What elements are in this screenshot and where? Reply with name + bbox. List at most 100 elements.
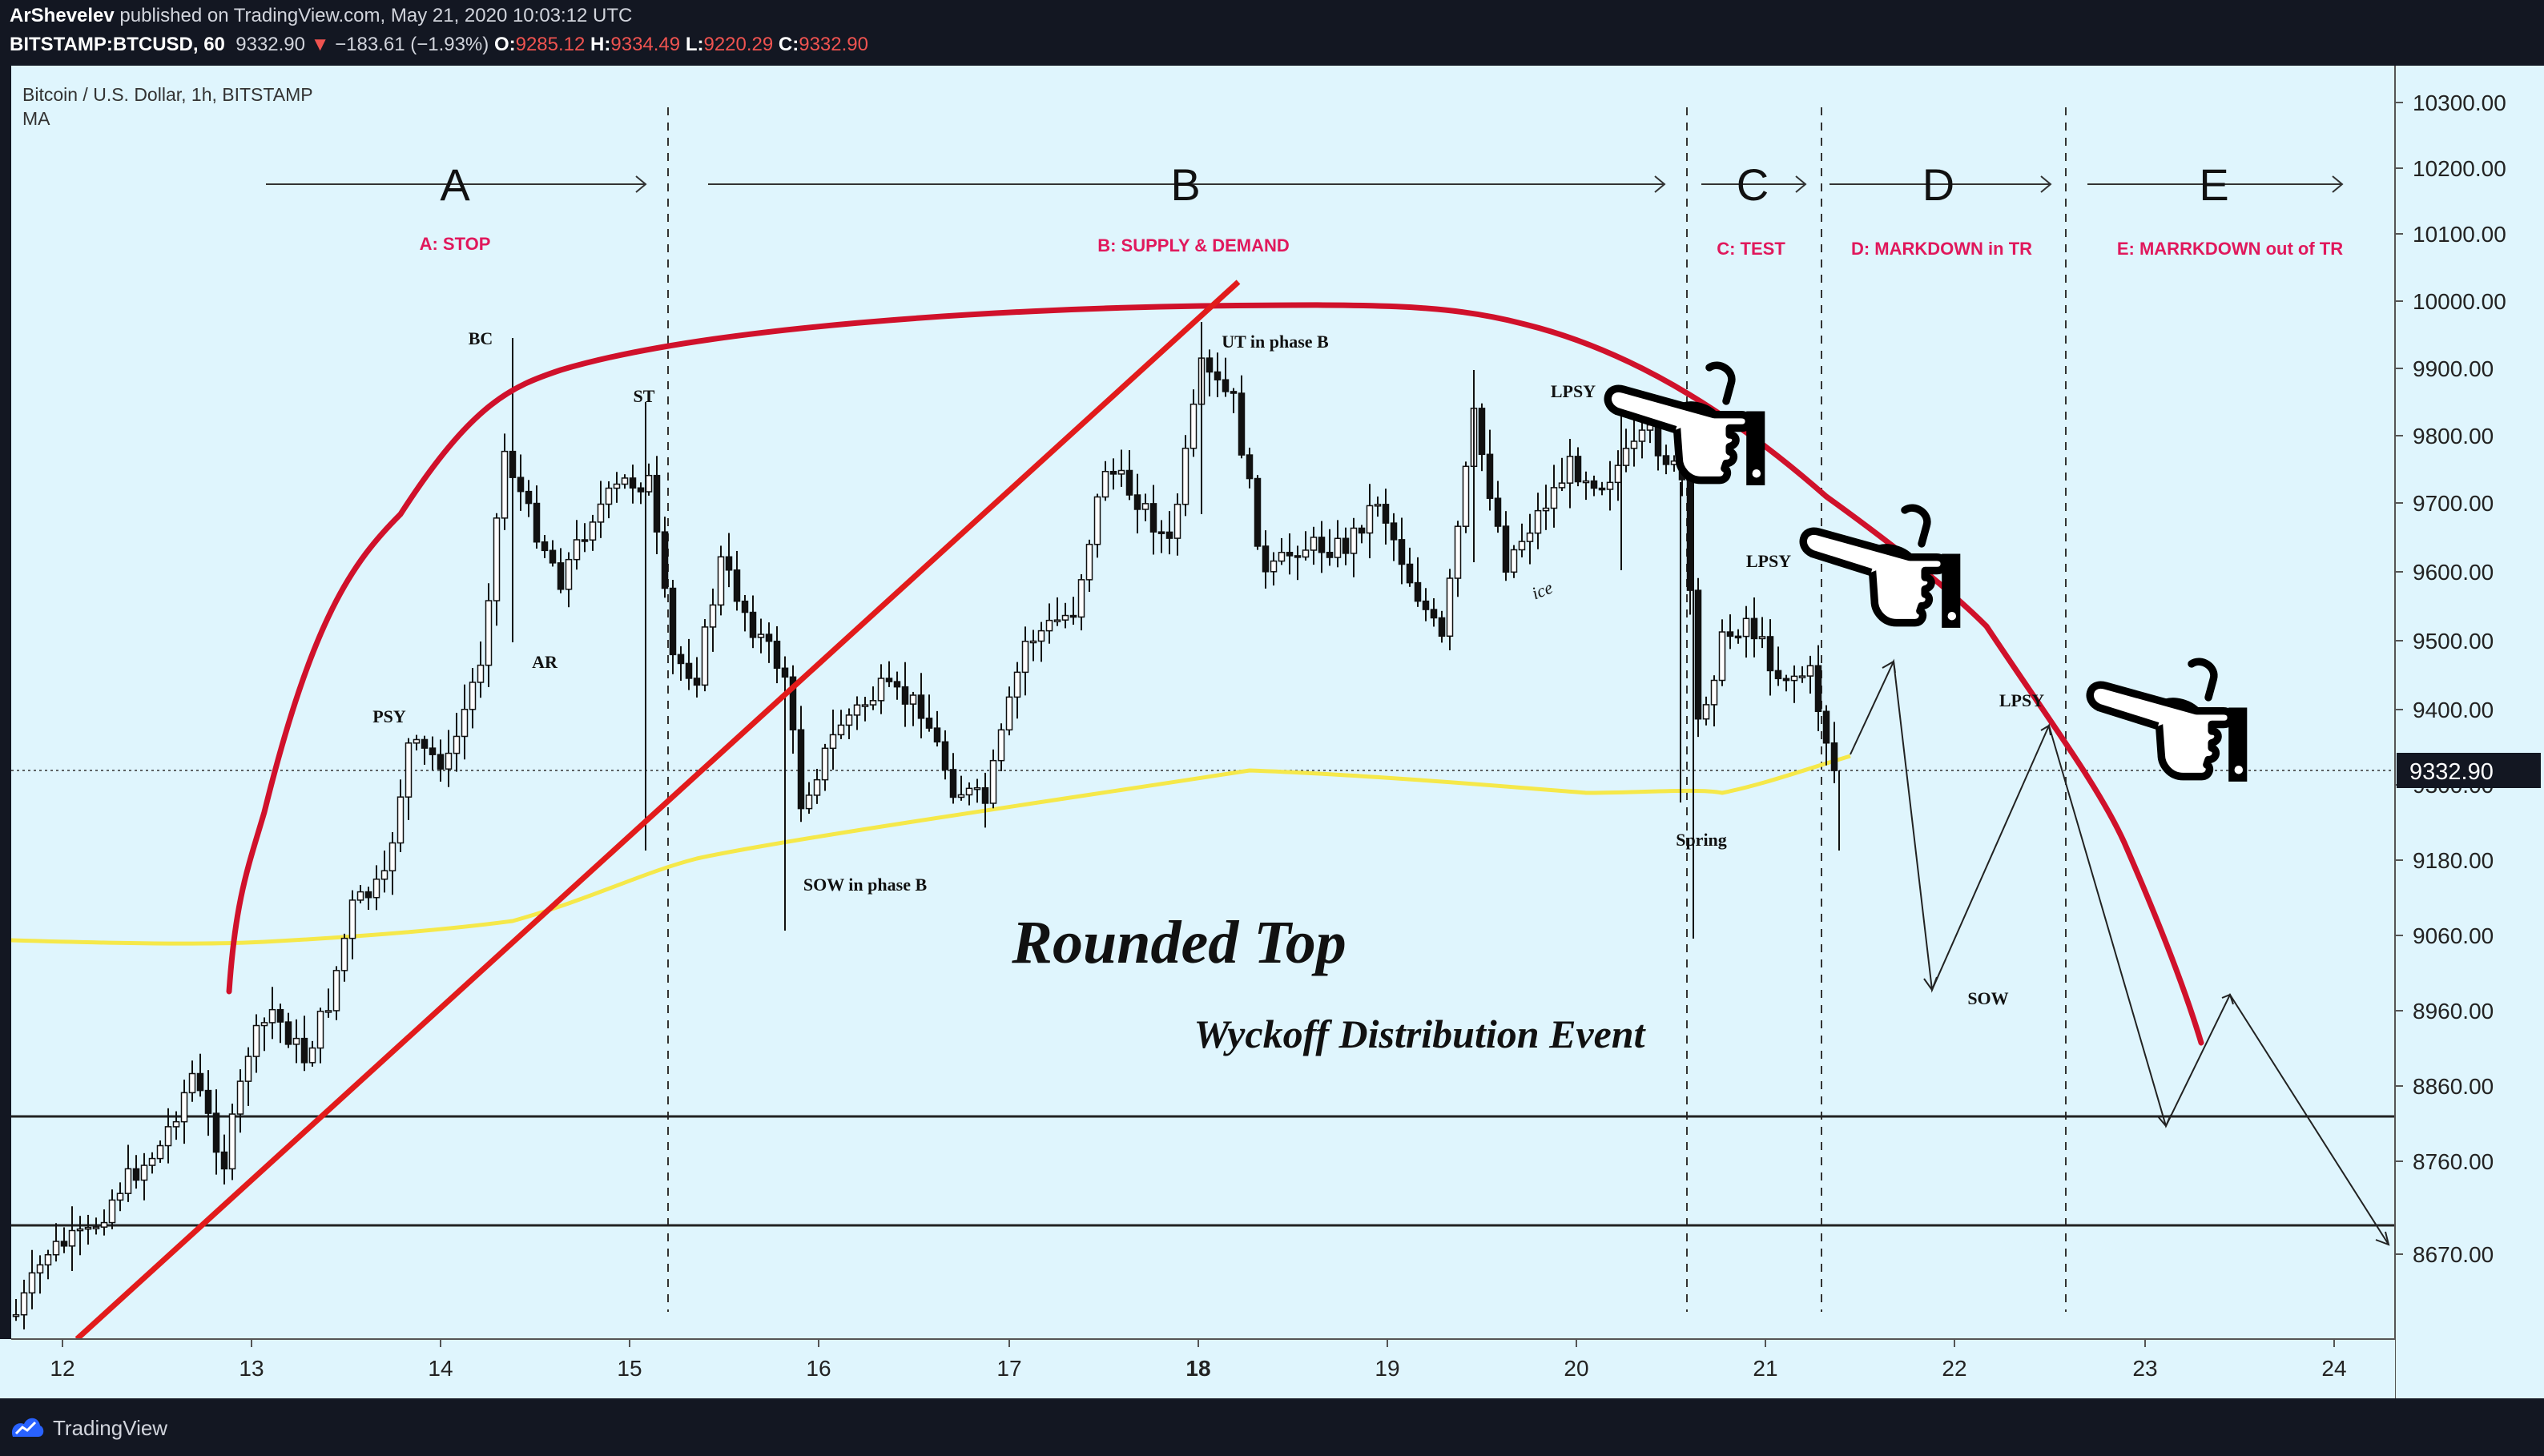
candle-body[interactable] [1165,531,1173,539]
candle-body[interactable] [533,502,541,543]
candle-body[interactable] [1093,496,1101,545]
candle-body[interactable] [1013,671,1021,698]
candle-body[interactable] [60,1241,68,1247]
candle-body[interactable] [493,517,501,601]
candle-body[interactable] [1029,640,1037,644]
candle-body[interactable] [140,1164,148,1181]
candle-body[interactable] [1638,429,1646,442]
candle-body[interactable] [1037,629,1045,642]
candle-body[interactable] [717,556,725,606]
candle-body[interactable] [469,682,477,710]
candle-body[interactable] [1806,665,1814,677]
candle-body[interactable] [853,704,861,716]
candle-body[interactable] [1726,631,1734,638]
candle-body[interactable] [316,1011,324,1049]
candle-body[interactable] [180,1092,188,1123]
candle-body[interactable] [1157,531,1165,534]
candle-body[interactable] [348,899,356,939]
candle-body[interactable] [901,686,909,705]
candle-body[interactable] [917,694,925,719]
candle-body[interactable] [989,759,997,804]
candle-body[interactable] [396,796,405,844]
candle-body[interactable] [1502,525,1510,573]
candle-body[interactable] [1021,641,1029,674]
candle-body[interactable] [1382,504,1390,524]
candle-body[interactable] [453,735,461,754]
candle-body[interactable] [885,678,893,682]
price-chart[interactable]: A B C D E A: STOP B: SUPPLY & DEMAND C: … [0,66,2544,1398]
candle-body[interactable] [308,1047,316,1064]
candle-body[interactable] [84,1226,92,1230]
legend-title[interactable]: Bitcoin / U.S. Dollar, 1h, BITSTAMP [22,84,313,105]
candle-body[interactable] [1222,379,1230,392]
candle-body[interactable] [36,1264,44,1274]
candle-body[interactable] [437,754,445,770]
candle-body[interactable] [445,752,453,770]
candle-body[interactable] [1045,619,1053,632]
candle-body[interactable] [653,474,661,533]
candle-body[interactable] [701,626,709,686]
candle-body[interactable] [164,1126,172,1147]
candle-body[interactable] [364,891,372,899]
candle-body[interactable] [749,611,757,638]
candle-body[interactable] [332,970,340,1012]
candle-body[interactable] [693,678,701,686]
candle-body[interactable] [1494,497,1502,527]
candle-body[interactable] [1542,507,1550,512]
candle-body[interactable] [268,1008,276,1024]
candle-body[interactable] [1005,696,1013,731]
candle-body[interactable] [1326,552,1334,558]
candle-body[interactable] [1774,670,1782,680]
candle-body[interactable] [116,1193,124,1201]
candle-body[interactable] [1366,505,1374,534]
candle-body[interactable] [573,539,581,561]
candle-body[interactable] [797,729,805,810]
candle-body[interactable] [621,477,629,485]
candle-body[interactable] [108,1199,116,1224]
candle-body[interactable] [1430,609,1438,619]
candle-body[interactable] [1702,704,1710,720]
candle-body[interactable] [1246,454,1254,480]
candle-body[interactable] [1662,455,1670,465]
candle-body[interactable] [1374,504,1382,507]
candle-body[interactable] [821,747,829,781]
plot-area[interactable] [11,66,2395,1339]
candle-body[interactable] [757,633,765,638]
candlesticks[interactable] [12,322,1840,1329]
candle-body[interactable] [773,640,781,670]
candle-body[interactable] [1294,555,1302,558]
candle-body[interactable] [1214,371,1222,380]
candle-body[interactable] [28,1272,36,1294]
candle-body[interactable] [501,450,509,519]
candle-body[interactable] [685,662,693,679]
candle-body[interactable] [405,742,413,798]
candle-body[interactable] [957,794,965,798]
candle-body[interactable] [20,1292,28,1316]
candle-body[interactable] [1053,619,1061,622]
candle-body[interactable] [1278,552,1286,562]
candle-body[interactable] [1830,742,1838,771]
candle-body[interactable] [1814,665,1822,713]
moving-average-line[interactable] [10,754,1851,946]
candle-body[interactable] [372,879,380,899]
candle-body[interactable] [1406,563,1414,584]
candle-body[interactable] [645,474,653,493]
candle-body[interactable] [1686,479,1694,591]
candle-body[interactable] [1766,636,1774,672]
candle-body[interactable] [837,724,845,736]
candle-body[interactable] [356,891,364,901]
candle-body[interactable] [965,787,973,796]
candle-body[interactable] [1238,392,1246,456]
candle-body[interactable] [565,558,573,590]
candle-body[interactable] [220,1151,228,1170]
candle-body[interactable] [1206,357,1214,373]
candle-body[interactable] [1582,480,1590,484]
candle-body[interactable] [1550,487,1558,509]
candle-body[interactable] [252,1024,260,1057]
candle-body[interactable] [909,694,917,705]
candle-body[interactable] [292,1037,300,1045]
rising-trendline[interactable] [74,280,1241,1339]
candle-body[interactable] [1630,440,1638,449]
candle-body[interactable] [949,769,957,798]
candle-body[interactable] [925,718,933,729]
